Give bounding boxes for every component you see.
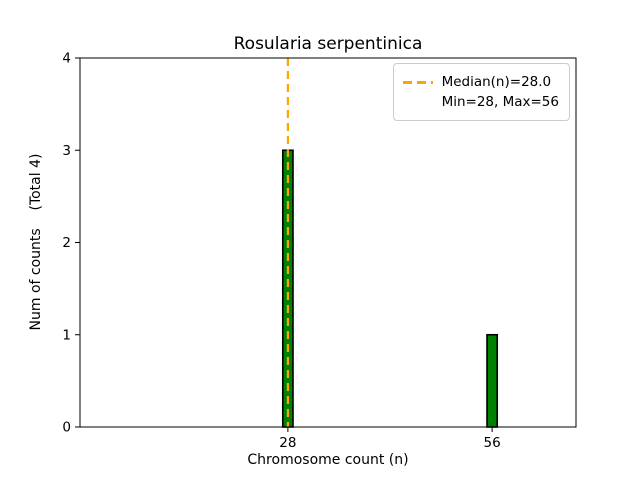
x-tick-label: 56	[484, 435, 501, 451]
legend-label-median: Median(n)=28.0	[441, 74, 552, 90]
y-tick-label: 1	[62, 327, 71, 343]
y-tick-label: 0	[62, 420, 71, 436]
y-tick-label: 2	[62, 235, 71, 251]
legend: Median(n)=28.0 Min=28, Max=56	[392, 63, 570, 121]
legend-row-median: Median(n)=28.0	[402, 73, 559, 91]
median-dashed-line-sample	[402, 80, 433, 84]
legend-label-minmax: Min=28, Max=56	[441, 94, 559, 110]
y-tick-label: 3	[62, 143, 71, 159]
x-axis-label: Chromosome count (n)	[247, 452, 409, 468]
chart-title: Rosularia serpentinica	[233, 34, 423, 54]
y-tick-label: 4	[62, 51, 71, 67]
legend-empty-sample	[403, 101, 433, 104]
bar	[486, 333, 499, 428]
legend-row-minmax: Min=28, Max=56	[403, 93, 559, 111]
x-tick-label: 28	[279, 435, 296, 451]
